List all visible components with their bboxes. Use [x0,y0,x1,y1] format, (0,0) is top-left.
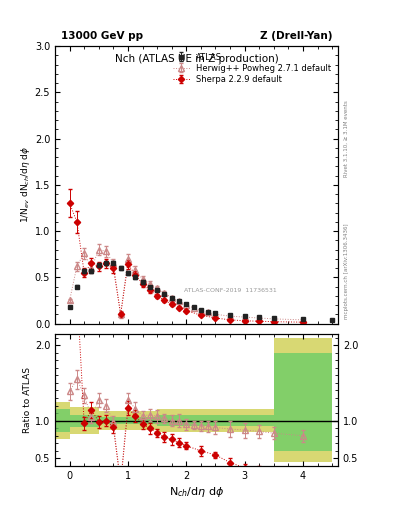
Y-axis label: 1/N$_{ev}$ dN$_{ch}$/d$\eta$ d$\phi$: 1/N$_{ev}$ dN$_{ch}$/d$\eta$ d$\phi$ [19,146,32,223]
Y-axis label: Ratio to ATLAS: Ratio to ATLAS [23,367,32,433]
Text: mcplots.cern.ch [arXiv:1306.3436]: mcplots.cern.ch [arXiv:1306.3436] [344,224,349,319]
Text: Rivet 3.1.10, ≥ 3.1M events: Rivet 3.1.10, ≥ 3.1M events [344,100,349,177]
Text: Z (Drell-Yan): Z (Drell-Yan) [260,31,332,40]
Legend: ATLAS, Herwig++ Powheg 2.7.1 default, Sherpa 2.2.9 default: ATLAS, Herwig++ Powheg 2.7.1 default, Sh… [170,50,334,87]
X-axis label: N$_{ch}$/d$\eta$ d$\phi$: N$_{ch}$/d$\eta$ d$\phi$ [169,485,224,499]
Text: 13000 GeV pp: 13000 GeV pp [61,31,143,40]
Text: ATLAS-CONF-2019  11736531: ATLAS-CONF-2019 11736531 [184,288,277,293]
Text: Nch (ATLAS UE in Z production): Nch (ATLAS UE in Z production) [115,54,278,65]
